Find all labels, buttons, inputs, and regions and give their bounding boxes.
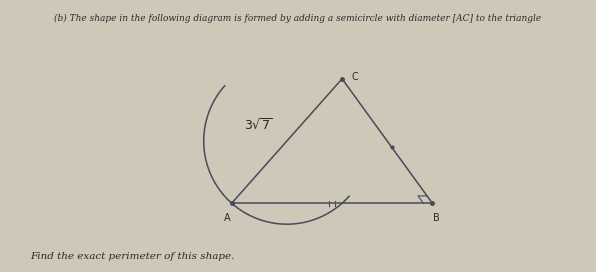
Text: $3\sqrt{7}$: $3\sqrt{7}$: [244, 118, 274, 133]
Text: B: B: [433, 213, 440, 223]
Text: A: A: [224, 213, 231, 223]
Text: C: C: [351, 72, 358, 82]
Text: (b) The shape in the following diagram is formed by adding a semicircle with dia: (b) The shape in the following diagram i…: [54, 14, 542, 23]
Text: Find the exact perimeter of this shape.: Find the exact perimeter of this shape.: [30, 252, 234, 261]
